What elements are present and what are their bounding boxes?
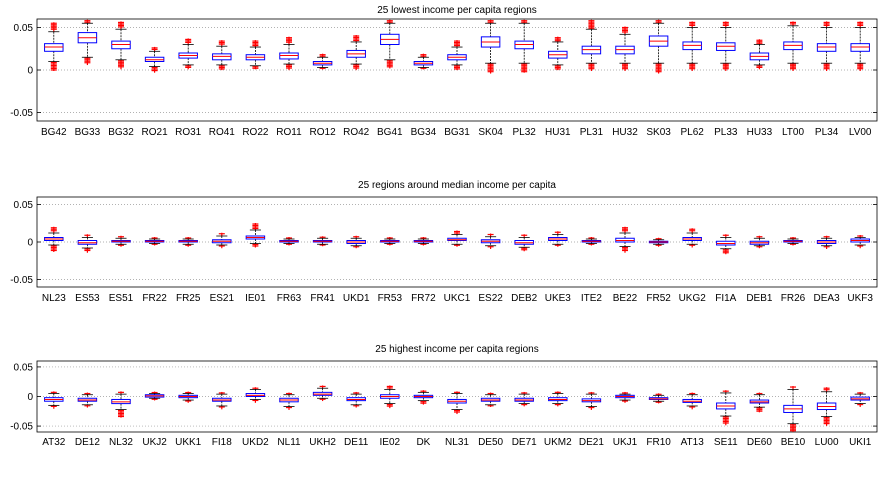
x-tick-label: BG32 (108, 127, 134, 138)
x-tick-label: NL23 (42, 293, 66, 304)
x-tick-label: BG42 (41, 127, 67, 138)
x-tick-label: RO22 (242, 127, 269, 138)
x-tick-label: UKI1 (849, 437, 872, 448)
x-tick-label: UKJ1 (613, 437, 638, 448)
x-tick-label: DE50 (478, 437, 503, 448)
x-tick-label: SE11 (714, 437, 738, 448)
x-tick-label: FI1A (715, 293, 736, 304)
x-tick-label: HU31 (545, 127, 571, 138)
x-tick-label: ITE2 (581, 293, 603, 304)
x-tick-label: UKG2 (679, 293, 707, 304)
x-tick-label: UKC1 (444, 293, 471, 304)
x-tick-label: DEA3 (814, 293, 841, 304)
x-tick-label: ES21 (210, 293, 235, 304)
x-tick-label: LU00 (815, 437, 839, 448)
x-tick-label: ES53 (75, 293, 100, 304)
x-tick-label: BG31 (444, 127, 470, 138)
x-tick-label: BG34 (411, 127, 437, 138)
x-tick-label: PL62 (681, 127, 705, 138)
x-tick-label: FR22 (142, 293, 167, 304)
x-tick-label: RO31 (175, 127, 202, 138)
x-tick-label: LV00 (849, 127, 872, 138)
y-tick-label: 0 (27, 66, 33, 77)
x-tick-label: FR72 (411, 293, 436, 304)
x-tick-label: IE01 (245, 293, 266, 304)
x-tick-label: DE71 (512, 437, 537, 448)
y-tick-label: -0.05 (10, 275, 33, 286)
x-tick-label: NL11 (277, 437, 301, 448)
x-tick-label: UKK1 (175, 437, 202, 448)
y-tick-label: 0 (27, 392, 33, 403)
x-tick-label: FR63 (277, 293, 302, 304)
y-tick-label: -0.05 (10, 108, 33, 119)
x-tick-label: BG33 (75, 127, 101, 138)
x-tick-label: HU32 (612, 127, 638, 138)
chart-panel-1: 25 lowest income per capita regions 0.05 0… (10, 5, 878, 138)
y-tick-label: 0.05 (14, 362, 34, 373)
x-tick-label: FR10 (646, 437, 671, 448)
x-tick-label: SK03 (646, 127, 671, 138)
x-tick-label: RO11 (276, 127, 302, 138)
chart-title: 25 regions around median income per capi… (358, 180, 556, 191)
x-tick-label: UKH2 (309, 437, 336, 448)
plot-frame (36, 196, 878, 288)
x-tick-label: RO42 (343, 127, 370, 138)
x-tick-label: IE02 (380, 437, 401, 448)
x-tick-label: BE22 (613, 293, 638, 304)
x-tick-label: PL32 (513, 127, 537, 138)
x-tick-label: UKE3 (545, 293, 572, 304)
x-tick-label: PL33 (714, 127, 738, 138)
x-tick-label: UKD2 (242, 437, 269, 448)
x-tick-label: LT00 (782, 127, 804, 138)
x-tick-label: FR41 (310, 293, 335, 304)
plot-frame (36, 18, 878, 122)
y-tick-label: 0.05 (14, 23, 34, 34)
x-tick-label: FI18 (212, 437, 232, 448)
x-tick-label: BE10 (781, 437, 806, 448)
x-tick-label: UKJ2 (142, 437, 167, 448)
x-tick-label: FR25 (176, 293, 201, 304)
x-tick-label: UKF3 (847, 293, 873, 304)
chart-panel-2: 25 regions around median income per capi… (10, 180, 878, 304)
chart-panel-3: 25 highest income per capita regions 0.05… (10, 344, 878, 448)
x-tick-label: DE12 (75, 437, 100, 448)
x-tick-label: DEB1 (746, 293, 773, 304)
x-tick-label: RO21 (142, 127, 169, 138)
x-tick-label: NL32 (109, 437, 133, 448)
x-tick-label: FR53 (378, 293, 403, 304)
x-tick-label: HU33 (747, 127, 773, 138)
y-tick-label: -0.05 (10, 422, 33, 433)
y-tick-label: 0 (27, 238, 33, 249)
x-tick-label: SK04 (478, 127, 503, 138)
x-tick-label: ES51 (109, 293, 134, 304)
x-tick-label: ES22 (478, 293, 503, 304)
x-tick-label: FR26 (781, 293, 806, 304)
x-tick-label: UKM2 (544, 437, 572, 448)
x-tick-label: RO12 (310, 127, 337, 138)
x-tick-label: PL31 (580, 127, 604, 138)
x-tick-label: RO41 (209, 127, 236, 138)
x-tick-label: PL34 (815, 127, 839, 138)
chart-title: 25 highest income per capita regions (375, 344, 538, 355)
x-tick-label: NL31 (445, 437, 469, 448)
x-tick-label: BG41 (377, 127, 403, 138)
chart-title: 25 lowest income per capita regions (377, 5, 537, 16)
x-tick-label: DE11 (344, 437, 369, 448)
x-tick-label: DK (416, 437, 430, 448)
x-tick-label: UKD1 (343, 293, 370, 304)
y-tick-label: 0.05 (14, 200, 34, 211)
x-tick-label: AT13 (681, 437, 705, 448)
x-tick-label: AT32 (42, 437, 66, 448)
x-tick-label: DE60 (747, 437, 772, 448)
plot-frame (36, 360, 878, 433)
x-tick-label: DEB2 (511, 293, 538, 304)
x-tick-label: DE21 (579, 437, 604, 448)
x-tick-label: FR52 (646, 293, 671, 304)
